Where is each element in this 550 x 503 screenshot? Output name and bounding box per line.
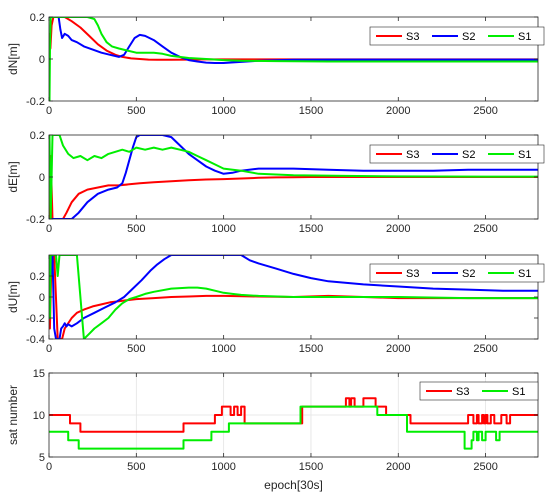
x-tick-label: 1500 <box>299 223 323 235</box>
x-tick-label: 1500 <box>299 105 323 117</box>
series-line-s2 <box>49 17 538 64</box>
x-tick-label: 0 <box>46 223 52 235</box>
y-tick-label: -0.2 <box>26 313 45 325</box>
panel-1: 0 500 1000 1500 2000 2500-0.200.2dN[m]S3 S2 S1 <box>6 12 545 117</box>
x-tick-label: 1500 <box>299 461 323 473</box>
y-axis-label: dE[m] <box>6 161 20 192</box>
x-tick-label: 2500 <box>473 343 497 355</box>
y-tick-label: 0.2 <box>30 12 45 24</box>
x-tick-label: 0 <box>46 343 52 355</box>
series-line-s3 <box>49 397 538 433</box>
y-tick-label: 15 <box>33 368 45 380</box>
panel-4: 0 500 1000 1500 2000 2500 5 10 15 sat number epoch… <box>6 368 539 492</box>
y-tick-label: -0.2 <box>26 96 45 108</box>
legend-label: S3 <box>406 31 419 43</box>
legend-label: S2 <box>462 268 475 280</box>
legend-label: S2 <box>462 31 475 43</box>
legend-label: S2 <box>462 149 475 161</box>
x-tick-label: 500 <box>127 223 145 235</box>
series-line-s2 <box>49 255 538 339</box>
y-axis-label: dN[m] <box>6 43 20 75</box>
x-tick-label: 2000 <box>386 105 410 117</box>
legend: S3 S1 <box>419 381 539 401</box>
y-tick-label: 0 <box>39 54 45 66</box>
x-tick-label: 500 <box>127 461 145 473</box>
legend: S3 S2 S1 <box>369 144 545 164</box>
y-axis-label: sat number <box>6 385 20 445</box>
y-tick-label: 0.2 <box>30 271 45 283</box>
y-tick-label: 0 <box>39 292 45 304</box>
legend: S3 S2 S1 <box>369 263 545 283</box>
legend-label: S3 <box>456 386 469 398</box>
legend-label: S3 <box>406 149 419 161</box>
legend: S3 S2 S1 <box>369 26 545 46</box>
x-tick-label: 500 <box>127 343 145 355</box>
x-tick-label: 1000 <box>211 105 235 117</box>
legend-label: S1 <box>518 31 531 43</box>
legend-label: S1 <box>518 149 531 161</box>
legend-box <box>419 381 539 401</box>
x-tick-label: 1500 <box>299 343 323 355</box>
x-tick-label: 2500 <box>473 223 497 235</box>
y-tick-label: 0 <box>39 172 45 184</box>
x-tick-label: 2500 <box>473 105 497 117</box>
x-tick-label: 0 <box>46 461 52 473</box>
x-axis-label: epoch[30s] <box>264 478 323 492</box>
x-tick-label: 2000 <box>386 223 410 235</box>
series-line-s1 <box>49 405 538 450</box>
x-tick-label: 1000 <box>211 343 235 355</box>
series-line-s1 <box>49 17 538 101</box>
x-tick-label: 2500 <box>473 461 497 473</box>
x-tick-label: 500 <box>127 105 145 117</box>
legend-label: S3 <box>406 268 419 280</box>
x-tick-label: 2000 <box>386 461 410 473</box>
series-line-s3 <box>49 17 538 92</box>
series-line-s1 <box>49 135 538 219</box>
series-line-s3 <box>49 155 538 219</box>
x-tick-label: 0 <box>46 105 52 117</box>
x-tick-label: 2000 <box>386 343 410 355</box>
y-tick-label: 5 <box>39 452 45 464</box>
legend-label: S1 <box>518 268 531 280</box>
series-line-s1 <box>49 255 538 339</box>
legend-label: S1 <box>512 386 525 398</box>
x-tick-label: 1000 <box>211 223 235 235</box>
y-tick-label: -0.4 <box>26 334 45 346</box>
y-tick-label: 0.2 <box>30 130 45 142</box>
y-tick-label: -0.2 <box>26 214 45 226</box>
panel-2: 0 500 1000 1500 2000 2500-0.200.2dE[m]S3 S2 S1 <box>6 130 545 235</box>
y-axis-label: dU[m] <box>6 281 20 313</box>
panel-3: 0 500 1000 1500 2000 2500-0.4-0.200.2dU[m]S3 S… <box>6 254 545 355</box>
x-tick-label: 1000 <box>211 461 235 473</box>
series-line-s2 <box>49 135 538 219</box>
y-tick-label: 10 <box>33 410 45 422</box>
